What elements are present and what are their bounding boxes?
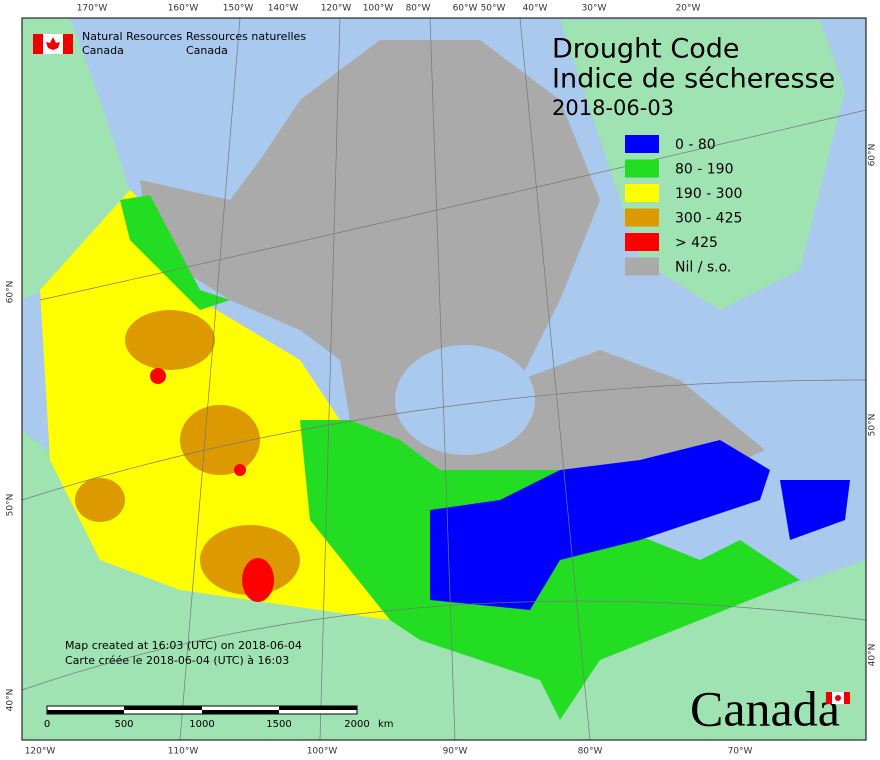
map-body (21, 17, 867, 741)
legend-swatch (625, 208, 659, 227)
nrcan-fr: Ressources naturelles (186, 30, 306, 43)
zone-green-nw (120, 195, 230, 310)
title: Drought Code (552, 34, 739, 65)
graticule-line (21, 379, 867, 501)
graticule-line (39, 109, 867, 301)
legend: 0 - 80 80 - 190 190 - 300 300 - 425 > 425 Nil… (625, 135, 742, 276)
legend-label: 0 - 80 (675, 137, 716, 153)
legend-label: Nil / s.o. (675, 260, 731, 276)
graticule-line (179, 17, 241, 741)
note: Map created at 16:03 (UTC) on 2018-06-04 (65, 639, 302, 652)
lon-label: 70°W (728, 747, 753, 757)
title: Indice de sécheresse (552, 64, 835, 95)
note: Carte créée le 2018-06-04 (UTC) à 16:03 (65, 654, 289, 667)
legend-swatch (625, 135, 659, 153)
scale-bar: 0 500 1000 1500 2000 km (44, 705, 394, 730)
wordmark: Canada (690, 680, 840, 736)
lon-label: 60°W (453, 4, 478, 14)
lon-label: 50°W (481, 4, 506, 14)
hudson-bay (395, 345, 535, 455)
lon-label: 120°W (25, 747, 56, 757)
legend-label: > 425 (675, 235, 718, 251)
scale-unit: km (378, 719, 394, 730)
lon-label: 30°W (582, 4, 607, 14)
nrcan-fr: Canada (186, 44, 228, 57)
graticule-line (429, 17, 456, 741)
graticule-line (319, 17, 341, 741)
legend-swatch (625, 184, 659, 202)
zone-red (234, 464, 246, 476)
north-canada (140, 40, 765, 480)
lat-label: 50°N (868, 414, 878, 437)
scale-seg (279, 706, 357, 710)
nrcan-logo (33, 34, 73, 54)
legend-swatch (625, 257, 659, 276)
lon-label: 80°W (578, 747, 603, 757)
legend-label: 300 - 425 (675, 211, 742, 227)
lat-label: 40°N (868, 644, 878, 667)
zone-orange (200, 525, 300, 595)
scale-label: 1500 (266, 719, 291, 730)
zone-blue (430, 440, 770, 610)
maple-leaf (835, 695, 841, 701)
zone-orange (75, 478, 125, 522)
zone-red (150, 368, 166, 384)
legend-swatch (625, 233, 659, 251)
zone-blue-east (780, 480, 850, 540)
grid-labels: 170°W 160°W 150°W 140°W 120°W 100°W 80°W 60°W 50… (6, 4, 878, 757)
graticule (21, 17, 867, 741)
lon-label: 90°W (443, 747, 468, 757)
zone-yellow (40, 190, 390, 620)
scale-label: 500 (114, 719, 133, 730)
lon-label: 20°W (676, 4, 701, 14)
date: 2018-06-03 (552, 96, 674, 120)
map-frame (21, 17, 867, 741)
lon-label: 170°W (77, 4, 108, 14)
flag-bar (826, 692, 832, 704)
lat-label: 60°N (868, 144, 878, 167)
zone-orange (125, 310, 215, 370)
flag-bar (844, 692, 850, 704)
legend-swatch (625, 159, 659, 178)
usa (22, 430, 866, 740)
wordmark-flag (826, 692, 850, 704)
lon-label: 100°W (307, 747, 338, 757)
maple-leaf (46, 37, 60, 50)
lon-label: 40°W (523, 4, 548, 14)
flag-bar (33, 34, 43, 54)
lon-label: 80°W (406, 4, 431, 14)
lon-label: 140°W (268, 4, 299, 14)
legend-label: 80 - 190 (675, 162, 734, 178)
lon-label: 120°W (321, 4, 352, 14)
flag-bar (63, 34, 73, 54)
scale-label: 1000 (189, 719, 214, 730)
zone-red (242, 558, 274, 602)
nrcan-en: Canada (82, 44, 124, 57)
lon-label: 160°W (168, 4, 199, 14)
scale-label: 2000 (344, 719, 369, 730)
legend-label: 190 - 300 (675, 186, 742, 202)
lat-label: 40°N (6, 689, 16, 712)
scale-seg (47, 710, 124, 714)
scale-seg (124, 706, 202, 710)
graticule-line (519, 17, 591, 741)
lat-label: 50°N (6, 494, 16, 517)
zone-orange (180, 405, 260, 475)
nrcan-en: Natural Resources (82, 30, 183, 43)
scale-seg (202, 710, 279, 714)
lon-label: 150°W (223, 4, 254, 14)
graticule-line (21, 600, 867, 691)
lat-label: 60°N (6, 281, 16, 304)
lon-label: 110°W (168, 747, 199, 757)
lon-label: 100°W (363, 4, 394, 14)
greenland (560, 20, 845, 310)
scale-label: 0 (44, 719, 50, 730)
